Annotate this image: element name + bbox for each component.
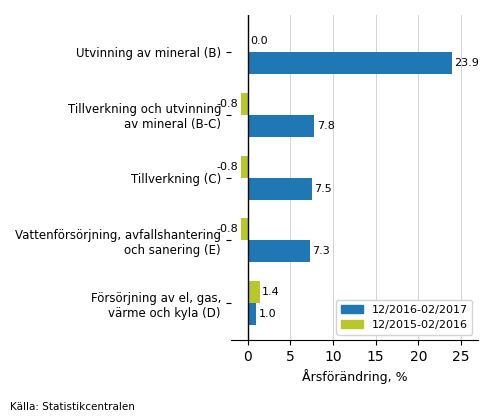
Text: -0.8: -0.8 [216,161,239,171]
Text: Källa: Statistikcentralen: Källa: Statistikcentralen [10,402,135,412]
Legend: 12/2016-02/2017, 12/2015-02/2016: 12/2016-02/2017, 12/2015-02/2016 [336,300,472,334]
Text: 23.9: 23.9 [454,58,479,68]
Text: -0.8: -0.8 [216,99,239,109]
Text: -0.8: -0.8 [216,225,239,235]
Bar [248,281,260,303]
Bar [248,52,452,74]
Text: 1.4: 1.4 [262,287,280,297]
Bar [248,178,312,200]
Text: 7.3: 7.3 [313,246,330,256]
Text: 7.5: 7.5 [314,183,332,193]
Bar [241,156,248,178]
Bar [248,115,314,137]
Text: 0.0: 0.0 [250,36,268,46]
Text: 1.0: 1.0 [259,310,277,319]
Text: 7.8: 7.8 [317,121,335,131]
X-axis label: Årsförändring, %: Årsförändring, % [302,369,407,384]
Bar [248,303,256,325]
Bar [248,240,310,262]
Bar [241,93,248,115]
Bar [241,218,248,240]
